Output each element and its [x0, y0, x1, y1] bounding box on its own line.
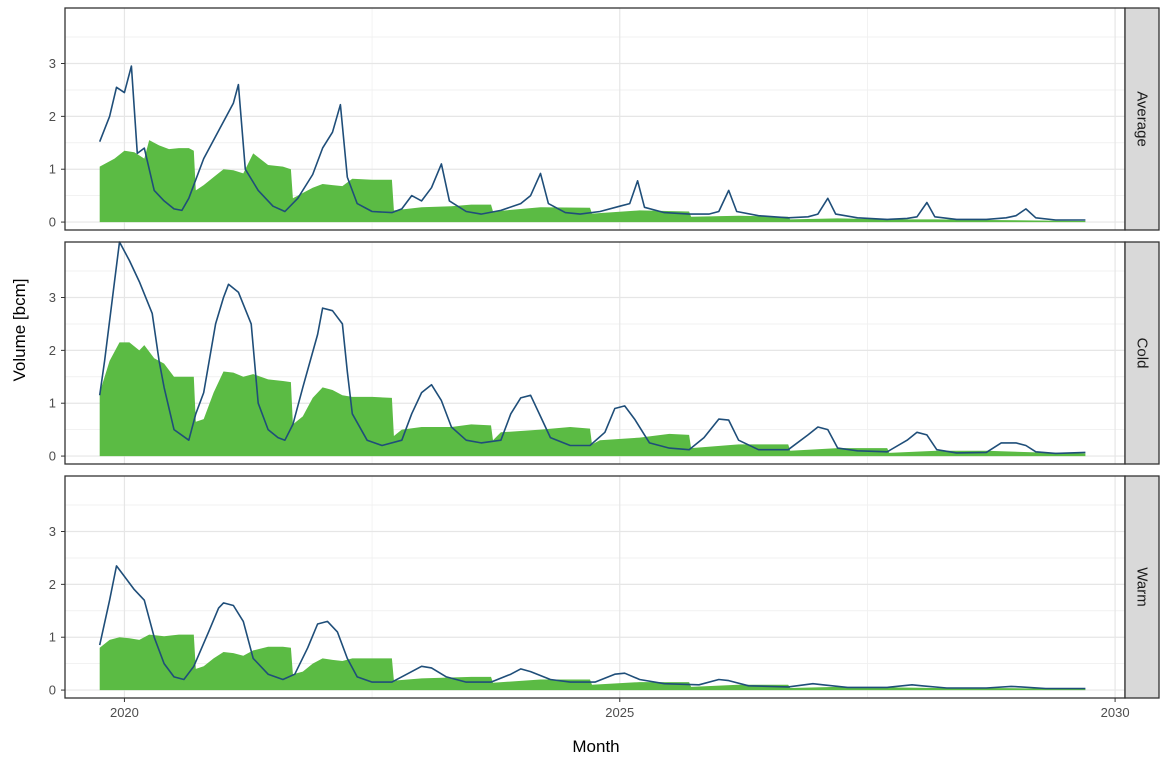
x-tick-label: 2020 — [110, 705, 139, 720]
x-axis-title: Month — [572, 737, 619, 756]
facet-strip — [1124, 7, 1160, 231]
y-tick-label: 2 — [49, 343, 56, 358]
line-series — [98, 65, 1086, 221]
y-tick-label: 3 — [49, 524, 56, 539]
y-tick-label: 1 — [49, 396, 56, 411]
y-tick-label: 3 — [49, 290, 56, 305]
x-tick-label: 2025 — [605, 705, 634, 720]
y-tick-label: 2 — [49, 577, 56, 592]
line-series — [98, 241, 1086, 455]
area-series — [99, 342, 1086, 457]
facet-strip — [1124, 241, 1160, 465]
y-tick-label: 2 — [49, 109, 56, 124]
y-tick-label: 0 — [49, 683, 56, 698]
y-tick-label: 3 — [49, 56, 56, 71]
y-tick-label: 1 — [49, 162, 56, 177]
facet-strip — [1124, 475, 1160, 699]
x-axis: 2020 2025 2030 — [110, 698, 1130, 720]
y-tick-label: 1 — [49, 630, 56, 645]
area-series — [99, 140, 1086, 223]
panel-average: Average 0 1 2 3 — [49, 7, 1160, 231]
area-series — [99, 634, 1086, 691]
panel-warm: Warm 0 1 2 3 — [49, 475, 1160, 699]
panel-cold: Cold 0 1 2 3 — [49, 241, 1160, 465]
facet-label-warm: Warm — [1134, 567, 1151, 606]
chart-panels: Average 0 1 2 3 Cold 0 1 2 3 Warm 0 1 2 3 — [49, 7, 1160, 699]
y-tick-label: 0 — [49, 449, 56, 464]
facet-label-cold: Cold — [1134, 338, 1151, 369]
facet-label-average: Average — [1134, 91, 1151, 147]
y-axis-title: Volume [bcm] — [10, 279, 29, 382]
x-tick-label: 2030 — [1101, 705, 1130, 720]
y-tick-label: 0 — [49, 215, 56, 230]
line-series — [98, 565, 1086, 690]
